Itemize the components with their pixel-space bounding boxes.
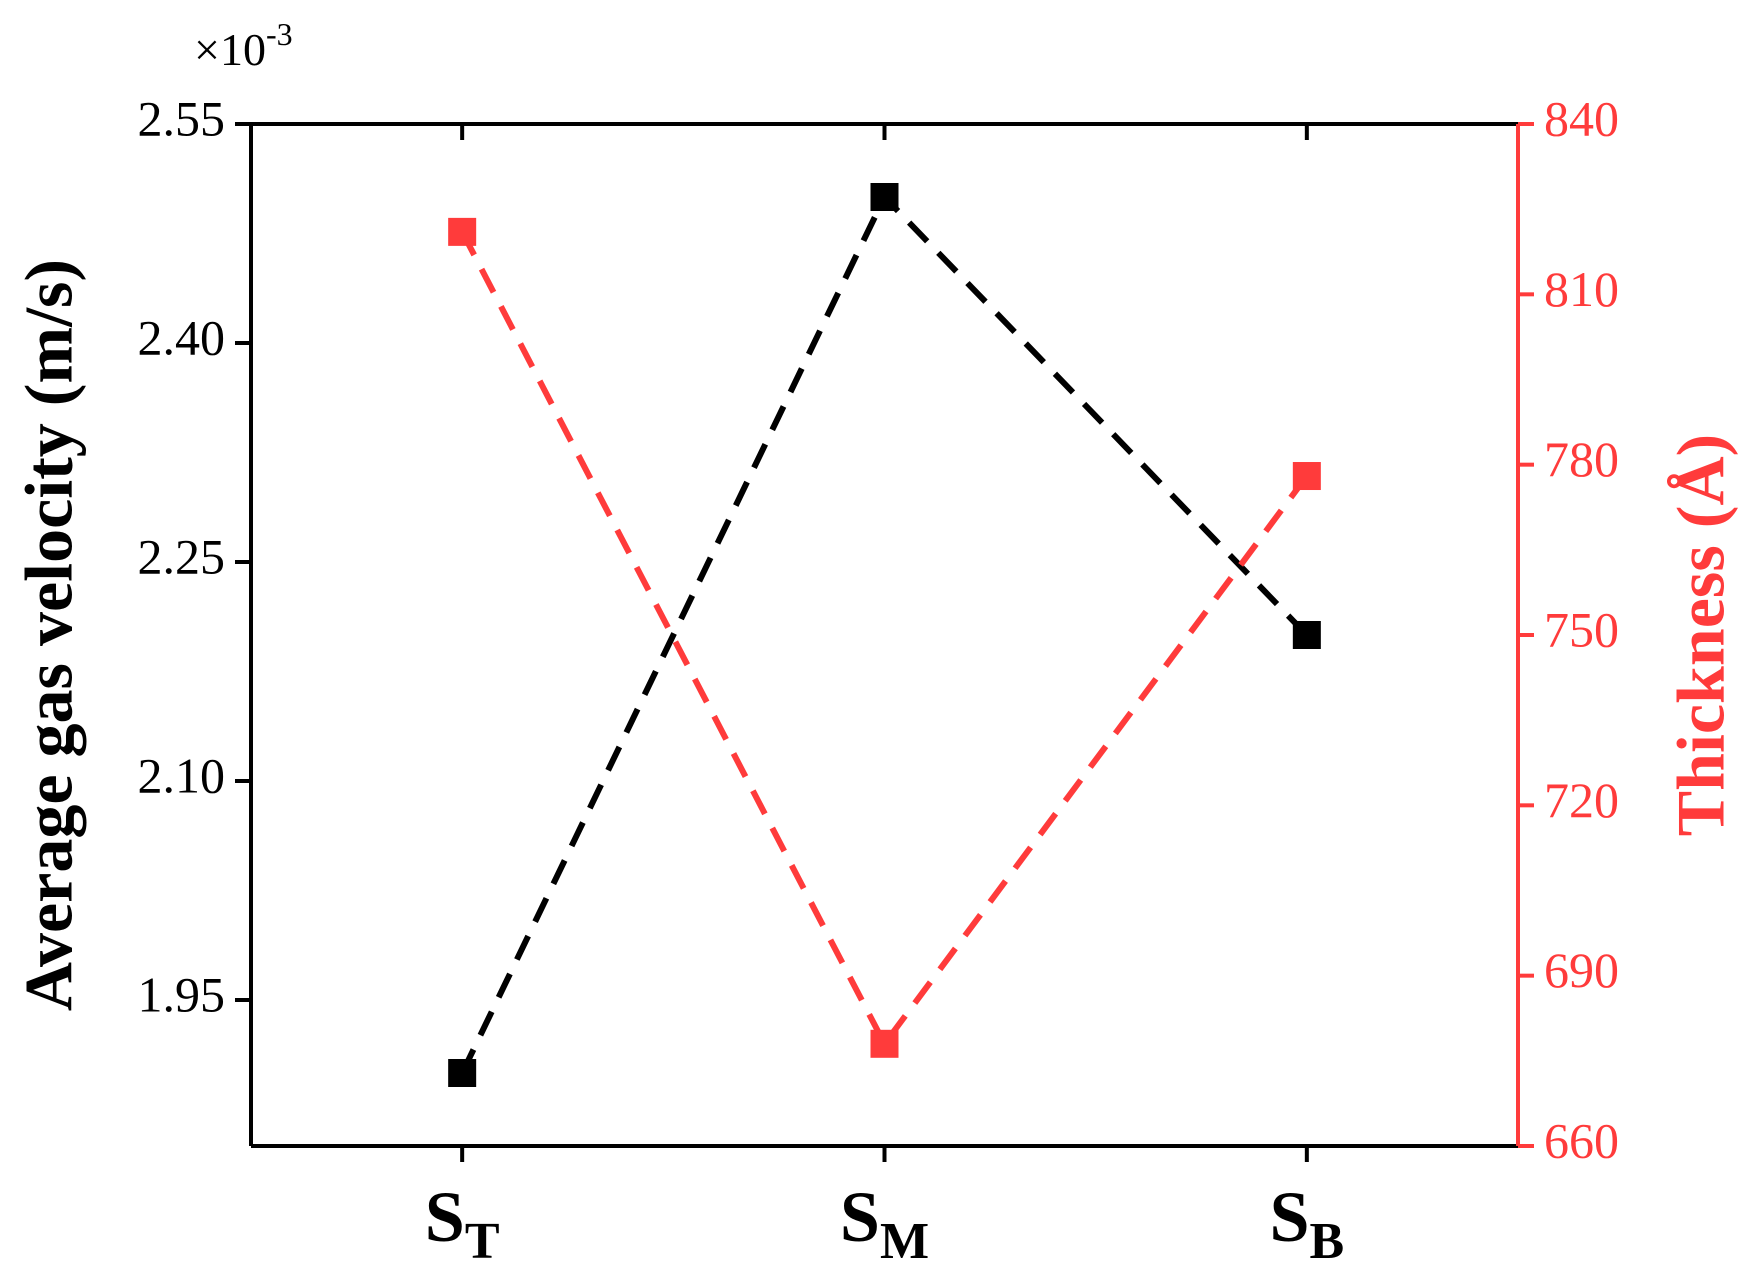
category-main: S: [840, 1177, 880, 1257]
y-tick-label: 2.10: [138, 747, 226, 803]
series-line: [459, 191, 1309, 1075]
x-tick-label: SM: [840, 1177, 929, 1270]
y-tick-label: 2.55: [138, 90, 226, 146]
y-multiplier-base: ×10: [194, 24, 266, 75]
category-subscript: M: [880, 1213, 929, 1270]
x-tick-label: SB: [1269, 1177, 1344, 1270]
y2-tick-label: 750: [1544, 601, 1619, 657]
marker: [870, 183, 899, 211]
y2-tick-label: 840: [1544, 90, 1619, 146]
marker: [448, 217, 477, 246]
y2-tick-label: 720: [1544, 772, 1619, 828]
marker: [1292, 621, 1321, 649]
y-tick-label: 2.40: [138, 309, 226, 365]
y2-tick-label: 810: [1544, 261, 1619, 317]
y-multiplier-exponent: -3: [266, 16, 293, 52]
y-tick-label: 2.25: [138, 528, 226, 584]
category-main: S: [1269, 1177, 1309, 1257]
x-tick-label: ST: [425, 1177, 500, 1270]
y2-tick-label: 660: [1544, 1112, 1619, 1168]
category-main: S: [425, 1177, 465, 1257]
marker: [1292, 462, 1321, 491]
marker: [870, 1029, 899, 1058]
y-multiplier: ×10-3: [194, 16, 293, 74]
y2-axis-title: Thickness (Å): [1663, 434, 1739, 836]
y-axis-title: Average gas velocity (m/s): [11, 259, 87, 1011]
category-subscript: B: [1310, 1213, 1345, 1270]
y2-tick-label: 780: [1544, 431, 1619, 487]
category-subscript: T: [465, 1213, 500, 1270]
series-line: [459, 230, 1310, 1050]
marker: [448, 1059, 477, 1087]
y2-tick-label: 690: [1544, 942, 1619, 998]
y-tick-label: 1.95: [138, 966, 226, 1022]
